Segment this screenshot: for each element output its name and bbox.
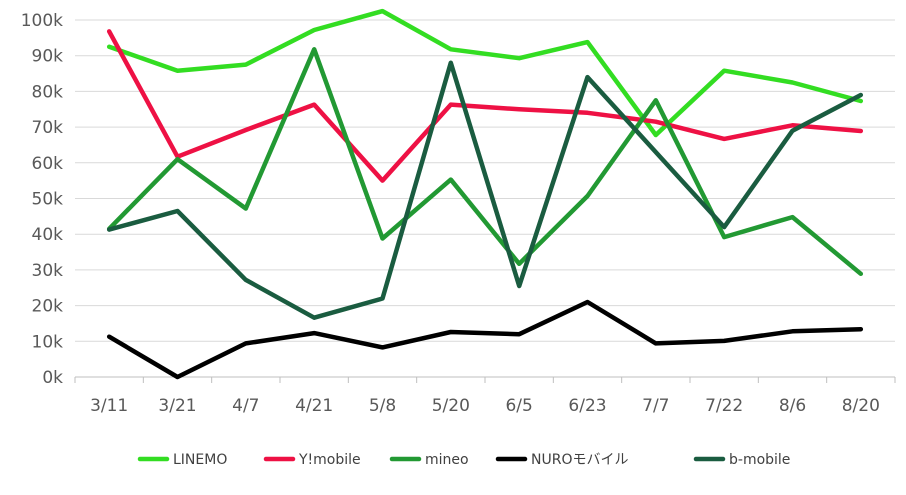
series-line-linemo (106, 8, 864, 138)
y-axis-tick-labels: 0k 10k 20k 30k 40k 50k 60k 70k 80k 90k 100k (21, 11, 63, 388)
y-tick-label: 20k (32, 297, 64, 317)
x-tick-label: 7/22 (705, 396, 743, 416)
y-tick-label: 80k (32, 82, 64, 102)
x-tick-label: 7/7 (642, 396, 669, 416)
x-tick-label: 4/21 (295, 396, 333, 416)
x-tick-label: 4/7 (232, 396, 259, 416)
gridlines (75, 19, 895, 378)
series-line-y-mobile (106, 29, 864, 183)
x-tick-label: 8/6 (779, 396, 806, 416)
y-tick-label: 60k (32, 154, 64, 174)
x-tick-label: 3/21 (158, 396, 196, 416)
y-tick-label: 90k (32, 47, 64, 67)
legend-label: b-mobile (729, 452, 790, 468)
legend-label: Y!mobile (298, 452, 361, 468)
x-tick-label: 8/20 (842, 396, 880, 416)
y-tick-label: 50k (32, 190, 64, 210)
legend-label: NUROモバイル (531, 452, 628, 468)
x-tick-label: 6/5 (505, 396, 532, 416)
series-line-mineo (106, 47, 864, 277)
x-tick-label: 5/8 (369, 396, 396, 416)
y-tick-label: 70k (32, 118, 64, 138)
y-tick-label: 100k (21, 11, 63, 31)
x-tick-label: 5/20 (432, 396, 470, 416)
series-line-b-mobile (106, 60, 864, 320)
series-line-nuro (106, 299, 864, 380)
legend-label: mineo (425, 452, 469, 468)
series-lines (106, 8, 864, 380)
x-tick-label: 3/11 (90, 396, 128, 416)
y-tick-label: 40k (32, 225, 64, 245)
legend-label: LINEMO (173, 452, 227, 468)
x-tick-label: 6/23 (568, 396, 606, 416)
y-tick-label: 0k (42, 368, 63, 388)
y-tick-label: 10k (32, 332, 64, 352)
y-tick-label: 30k (32, 261, 64, 281)
x-axis-tick-labels: 3/11 3/21 4/7 4/21 5/8 5/20 6/5 6/23 7/7 7/22 8/6 8… (74, 377, 896, 416)
legend: LINEMO Y!mobile mineo NUROモバイル b-mobile (137, 452, 790, 468)
